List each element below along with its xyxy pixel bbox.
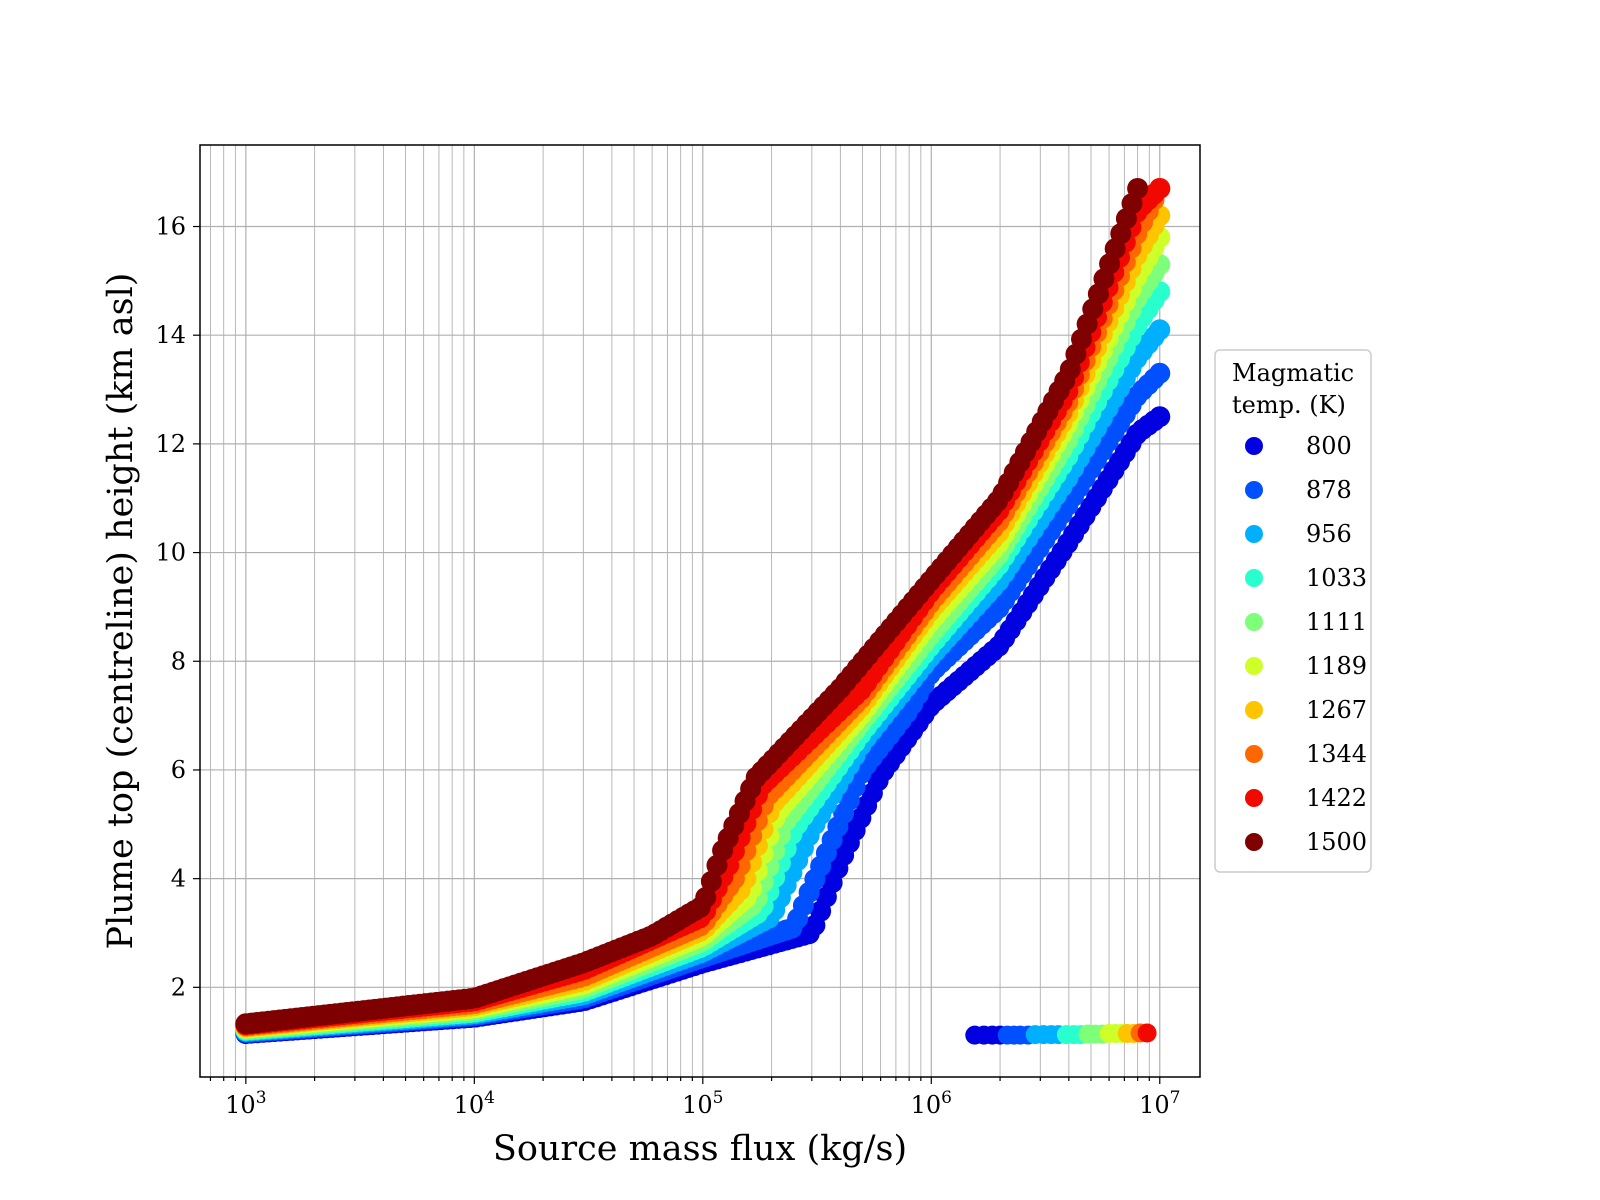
data-point xyxy=(1127,177,1149,199)
legend-label-956: 956 xyxy=(1306,520,1352,548)
legend-marker-1189 xyxy=(1245,657,1263,675)
x-tick-label: 103 xyxy=(225,1088,266,1119)
data-point xyxy=(1149,319,1171,341)
legend-marker-956 xyxy=(1245,525,1263,543)
y-tick-label: 14 xyxy=(155,321,186,349)
x-tick-label: 104 xyxy=(454,1088,495,1119)
y-tick-label: 10 xyxy=(155,539,186,567)
legend-marker-1033 xyxy=(1245,569,1263,587)
data-point xyxy=(695,886,717,908)
x-axis-title: Source mass flux (kg/s) xyxy=(493,1129,907,1169)
legend-marker-1500 xyxy=(1245,833,1263,851)
x-tick-label: 106 xyxy=(911,1088,952,1119)
series-1500 xyxy=(235,177,1149,1035)
band-point xyxy=(1137,1023,1157,1043)
y-tick-label: 12 xyxy=(155,430,186,458)
scatter-series xyxy=(235,177,1171,1045)
data-point xyxy=(1149,177,1171,199)
legend-title-line-2: temp. (K) xyxy=(1232,391,1346,419)
y-tick-label: 16 xyxy=(155,213,186,241)
y-axis-title: Plume top (centreline) height (km asl) xyxy=(101,273,141,950)
legend-marker-1267 xyxy=(1245,701,1263,719)
y-tick-label: 4 xyxy=(171,865,186,893)
y-tick-label: 6 xyxy=(171,756,186,784)
data-point xyxy=(1149,362,1171,384)
legend-title-line-1: Magmatic xyxy=(1232,359,1354,387)
legend-label-800: 800 xyxy=(1306,432,1352,460)
x-tick-label: 107 xyxy=(1139,1088,1180,1119)
legend-label-1344: 1344 xyxy=(1306,740,1367,768)
legend-label-1033: 1033 xyxy=(1306,564,1367,592)
legend-label-1422: 1422 xyxy=(1306,784,1367,812)
legend-label-1267: 1267 xyxy=(1306,696,1367,724)
legend-entries: 800 878 956 1033 1111 1189 1267 1344 1422 1500 xyxy=(1245,432,1367,856)
data-point xyxy=(1149,406,1171,428)
legend-marker-1422 xyxy=(1245,789,1263,807)
axis-ticks: 103 104 105 106 107 2 4 6 8 10 12 14 16 xyxy=(155,213,1180,1119)
legend-label-1500: 1500 xyxy=(1306,828,1367,856)
legend-label-878: 878 xyxy=(1306,476,1352,504)
legend: Magmatic temp. (K) 800 878 956 1033 1111 1189… xyxy=(1214,349,1372,873)
legend-label-1189: 1189 xyxy=(1306,652,1367,680)
legend-marker-1111 xyxy=(1245,613,1263,631)
y-tick-label: 2 xyxy=(171,973,186,1001)
legend-label-1111: 1111 xyxy=(1306,608,1367,636)
legend-marker-878 xyxy=(1245,481,1263,499)
legend-marker-800 xyxy=(1245,437,1263,455)
legend-marker-1344 xyxy=(1245,745,1263,763)
plot-frame xyxy=(199,144,1201,1078)
legend-frame xyxy=(1214,349,1372,873)
x-tick-label: 105 xyxy=(682,1088,723,1119)
y-tick-label: 8 xyxy=(171,647,186,675)
data-point xyxy=(700,870,722,892)
